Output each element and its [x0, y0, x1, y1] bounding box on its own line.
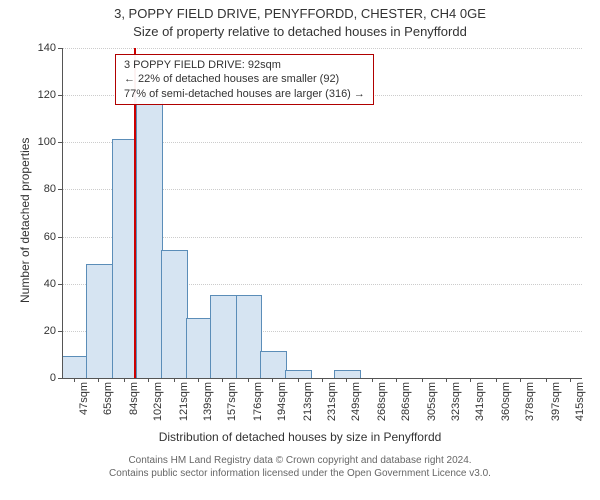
y-tick-label: 120: [26, 89, 56, 101]
annotation-box: 3 POPPY FIELD DRIVE: 92sqm ← 22% of deta…: [115, 54, 374, 105]
chart-title-address: 3, POPPY FIELD DRIVE, PENYFFORDD, CHESTE…: [0, 6, 600, 21]
histogram-bar: [161, 250, 188, 378]
x-tick-label: 65sqm: [102, 382, 114, 415]
histogram-bar: [285, 370, 312, 378]
gridline: [62, 48, 582, 49]
histogram-bar: [186, 318, 213, 378]
histogram-bar: [86, 264, 113, 378]
x-tick-label: 341sqm: [474, 382, 486, 421]
x-tick-label: 378sqm: [524, 382, 536, 421]
y-axis-line: [62, 48, 63, 378]
histogram-bar: [210, 295, 237, 379]
annotation-line-2: ← 22% of detached houses are smaller (92…: [124, 72, 365, 86]
annotation-line-3: 77% of semi-detached houses are larger (…: [124, 87, 365, 101]
y-tick-label: 140: [26, 42, 56, 54]
x-tick-label: 268sqm: [376, 382, 388, 421]
x-axis-line: [62, 378, 582, 379]
x-axis-label: Distribution of detached houses by size …: [0, 430, 600, 444]
chart-subtitle: Size of property relative to detached ho…: [0, 24, 600, 39]
footer-attribution: Contains HM Land Registry data © Crown c…: [0, 454, 600, 480]
footer-line-2: Contains public sector information licen…: [0, 467, 600, 480]
y-tick-label: 20: [26, 325, 56, 337]
x-tick-label: 286sqm: [400, 382, 412, 421]
x-tick-label: 157sqm: [226, 382, 238, 421]
histogram-bar: [334, 370, 361, 378]
x-tick-label: 305sqm: [426, 382, 438, 421]
x-tick-label: 121sqm: [178, 382, 190, 421]
histogram-bar: [260, 351, 287, 378]
histogram-bar: [136, 97, 163, 379]
histogram-bar: [236, 295, 263, 379]
x-tick-label: 47sqm: [78, 382, 90, 415]
x-tick-label: 84sqm: [128, 382, 140, 415]
x-tick-label: 323sqm: [450, 382, 462, 421]
x-tick-label: 249sqm: [350, 382, 362, 421]
x-tick-label: 231sqm: [326, 382, 338, 421]
x-tick-label: 397sqm: [550, 382, 562, 421]
histogram-bar: [62, 356, 89, 378]
annotation-line-1: 3 POPPY FIELD DRIVE: 92sqm: [124, 58, 365, 72]
x-tick-label: 194sqm: [276, 382, 288, 421]
footer-line-1: Contains HM Land Registry data © Crown c…: [0, 454, 600, 467]
x-tick-label: 213sqm: [302, 382, 314, 421]
y-tick-label: 0: [26, 372, 56, 384]
x-tick-label: 102sqm: [152, 382, 164, 421]
y-axis-label: Number of detached properties: [18, 138, 32, 303]
x-tick-label: 139sqm: [202, 382, 214, 421]
x-tick-label: 176sqm: [252, 382, 264, 421]
x-tick-label: 360sqm: [500, 382, 512, 421]
x-tick-label: 415sqm: [574, 382, 586, 421]
